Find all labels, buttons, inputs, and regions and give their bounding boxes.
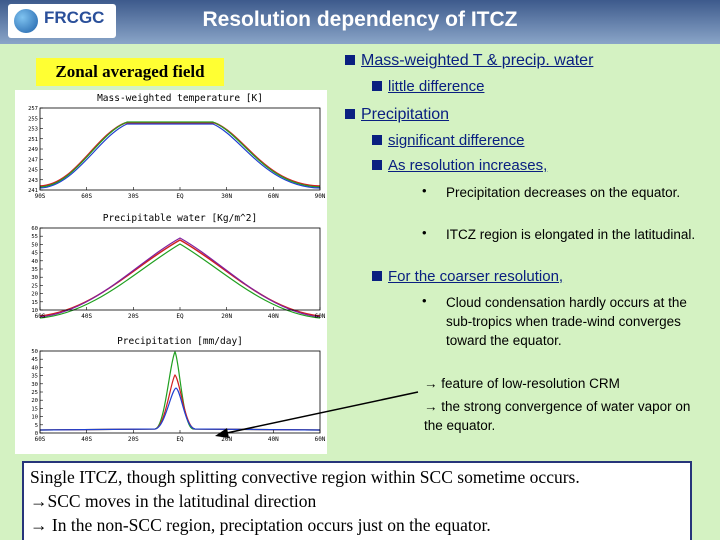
header-bar xyxy=(0,0,720,44)
heading: Precipitation xyxy=(345,106,449,124)
x-tick-label: 60N xyxy=(268,193,279,200)
arrow-item: → the strong convergence of water vapor … xyxy=(424,399,691,433)
panel-title: Precipitable water [Kg/m^2] xyxy=(103,213,257,224)
x-tick-label: 20S xyxy=(128,313,139,320)
x-tick-label: 60S xyxy=(35,313,46,320)
y-tick-label: 0 xyxy=(35,431,38,437)
y-tick-label: 10 xyxy=(31,308,38,314)
y-tick-label: 20 xyxy=(31,292,38,298)
y-tick-label: 243 xyxy=(28,178,38,184)
summary-box: Single ITCZ, though splitting convective… xyxy=(22,461,692,540)
panel-title: Precipitation [mm/day] xyxy=(117,336,243,347)
figure-plots: Mass-weighted temperature [K] 241 243 245 24… xyxy=(28,93,326,443)
y-tick-label: 15 xyxy=(31,406,38,412)
y-tick-label: 251 xyxy=(28,137,38,143)
slide-title: Resolution dependency of ITCZ xyxy=(202,8,518,31)
x-tick-label: 40S xyxy=(81,436,92,443)
summary-line: → In the non-SCC region, preciptation oc… xyxy=(30,515,491,535)
y-tick-label: 50 xyxy=(31,349,38,355)
summary-line: →SCC moves in the latitudinal direction xyxy=(30,491,317,511)
sub-item: significant difference xyxy=(372,132,524,149)
x-tick-label: 60N xyxy=(315,436,326,443)
bullet: ITCZ region is elongated in the latitudi… xyxy=(446,227,696,242)
bullet-dot: • xyxy=(422,293,427,308)
figure: Mass-weighted temperature [K] 241 243 245 24… xyxy=(15,90,327,454)
sub-item: As resolution increases, xyxy=(372,157,547,174)
y-tick-label: 25 xyxy=(31,283,38,289)
x-tick-label: EQ xyxy=(176,313,184,320)
y-tick-label: 60 xyxy=(31,226,38,232)
y-tick-label: 50 xyxy=(31,242,38,248)
y-tick-label: 35 xyxy=(31,267,38,273)
y-tick-label: 10 xyxy=(31,415,38,421)
y-tick-label: 45 xyxy=(31,357,38,363)
x-tick-label: 60S xyxy=(81,193,92,200)
y-tick-label: 241 xyxy=(28,188,38,194)
y-tick-label: 245 xyxy=(28,168,38,174)
sub-item: little difference xyxy=(372,78,484,95)
x-tick-label: 20N xyxy=(221,313,232,320)
x-tick-label: 20N xyxy=(221,436,232,443)
logo-text: FRCGC xyxy=(44,8,105,27)
y-tick-label: 30 xyxy=(31,275,38,281)
section-label: Zonal averaged field xyxy=(36,58,224,86)
bullet: Precipitation decreases on the equator. xyxy=(446,185,681,200)
y-tick-label: 30 xyxy=(31,382,38,388)
bullet: Cloud condensation hardly occurs at the … xyxy=(446,295,687,348)
y-tick-label: 253 xyxy=(28,127,38,133)
logo: FRCGC xyxy=(8,4,116,38)
x-tick-label: 60N xyxy=(315,313,326,320)
y-tick-label: 5 xyxy=(35,423,38,429)
arrow-item: → feature of low-resolution CRM xyxy=(424,376,620,391)
x-tick-label: EQ xyxy=(176,436,184,443)
y-tick-label: 35 xyxy=(31,374,38,380)
x-tick-label: EQ xyxy=(176,193,184,200)
y-tick-label: 15 xyxy=(31,300,38,306)
y-tick-label: 257 xyxy=(28,106,38,112)
y-tick-label: 45 xyxy=(31,251,38,257)
y-tick-label: 20 xyxy=(31,398,38,404)
y-tick-label: 40 xyxy=(31,259,38,265)
x-tick-label: 40S xyxy=(81,313,92,320)
sub-item: For the coarser resolution, xyxy=(372,268,563,285)
x-tick-label: 90S xyxy=(35,193,46,200)
x-tick-label: 30S xyxy=(128,193,139,200)
bullet-dot: • xyxy=(422,183,427,198)
y-tick-label: 55 xyxy=(31,234,38,240)
heading: Mass-weighted T & precip. water xyxy=(345,52,593,70)
x-tick-label: 20S xyxy=(128,436,139,443)
bullet-dot: • xyxy=(422,225,427,240)
y-tick-label: 40 xyxy=(31,365,38,371)
x-tick-label: 40N xyxy=(268,436,279,443)
y-tick-label: 255 xyxy=(28,116,38,122)
x-tick-label: 90N xyxy=(315,193,326,200)
x-tick-label: 40N xyxy=(268,313,279,320)
x-tick-label: 60S xyxy=(35,436,46,443)
y-tick-label: 247 xyxy=(28,157,38,163)
panel-title: Mass-weighted temperature [K] xyxy=(97,93,263,104)
x-tick-label: 30N xyxy=(221,193,232,200)
y-tick-label: 249 xyxy=(28,147,38,153)
summary-line: Single ITCZ, though splitting convective… xyxy=(30,467,580,487)
y-tick-label: 25 xyxy=(31,390,38,396)
